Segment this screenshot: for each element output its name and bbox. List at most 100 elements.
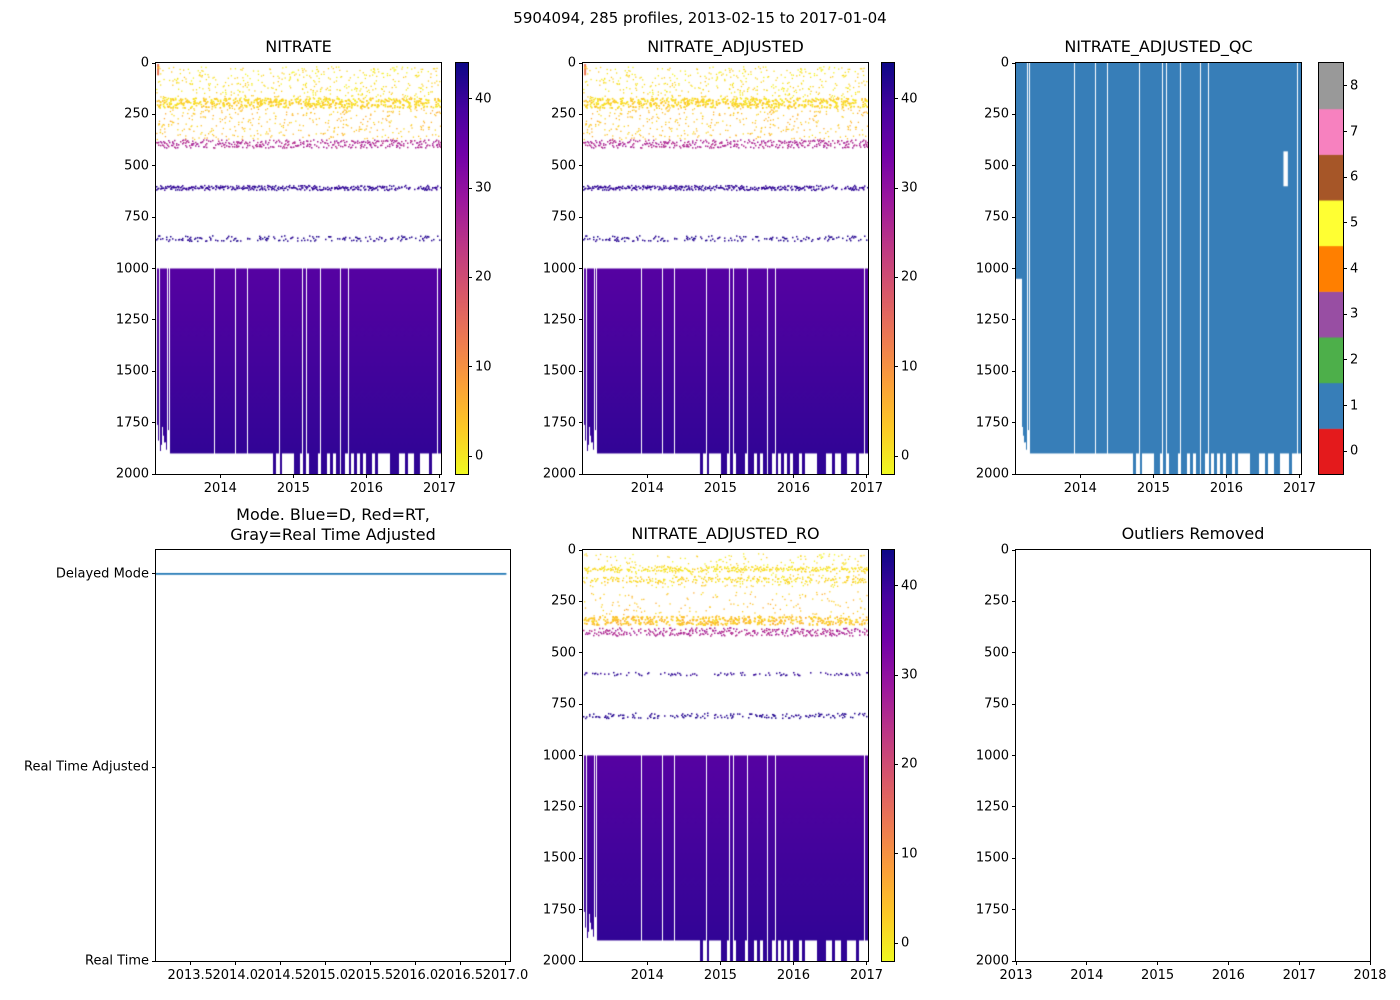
y-tick-mark: [152, 268, 156, 269]
y-tick-mark: [579, 857, 583, 859]
y-tick-mark: [579, 549, 583, 551]
y-tick-label: 750: [984, 209, 1009, 225]
x-tick-label: 2014: [203, 481, 237, 496]
x-tick-label: 2014: [1063, 481, 1097, 496]
colorbar-tick-label: 30: [901, 180, 918, 196]
x-tick-label: 2018: [1353, 968, 1387, 983]
y-tick-label: 1250: [115, 312, 149, 328]
colorbar-tick-label: 0: [1350, 443, 1359, 459]
y-category-label: Delayed Mode: [55, 566, 149, 582]
y-tick-mark: [152, 216, 156, 218]
x-tick-label: 2014: [630, 481, 664, 496]
colorbar-tick-label: 40: [475, 91, 492, 107]
y-tick-label: 250: [984, 106, 1009, 122]
y-tick-mark: [579, 473, 583, 475]
x-tick-label: 2015: [1136, 481, 1170, 496]
y-category-label: Real Time: [85, 953, 149, 969]
colorbar-tick-mark: [894, 98, 898, 100]
x-tick-label: 2017: [849, 481, 884, 496]
x-tick-mark: [324, 961, 326, 965]
colorbar-tick-mark: [894, 455, 898, 457]
colorbar-tick-label: 1: [1350, 398, 1359, 413]
x-tick-label: 2017: [1282, 481, 1317, 496]
y-tick-mark: [1012, 370, 1016, 372]
colorbar-tick-mark: [1343, 359, 1347, 361]
x-tick-mark: [234, 961, 236, 965]
colorbar-tick-mark: [468, 366, 472, 368]
y-tick-mark: [579, 319, 583, 321]
y-tick-mark: [579, 268, 583, 269]
colorbar-tick-label: 3: [1350, 306, 1359, 322]
x-tick-label: 2017.0: [482, 968, 529, 983]
mode-title-line-1: Mode. Blue=D, Red=RT,: [236, 505, 430, 524]
colorbar-tick-label: 0: [901, 448, 910, 464]
y-tick-label: 0: [567, 55, 576, 71]
y-tick-label: 750: [124, 209, 149, 225]
y-tick-label: 1500: [542, 850, 576, 866]
x-tick-mark: [1086, 961, 1088, 965]
colorbar-tick-mark: [468, 98, 472, 100]
nitrate-adjusted-ro-heatmap-canvas: [583, 550, 868, 961]
x-tick-label: 2016: [349, 481, 383, 496]
y-tick-mark: [579, 600, 583, 602]
y-tick-label: 500: [124, 158, 149, 174]
y-tick-label: 2000: [115, 466, 149, 482]
y-tick-label: 750: [551, 696, 576, 712]
y-tick-label: 1250: [542, 799, 576, 815]
x-tick-label: 2015: [1141, 968, 1175, 983]
x-tick-mark: [1152, 474, 1154, 478]
y-tick-mark: [1012, 600, 1016, 602]
y-tick-mark: [1012, 806, 1016, 808]
y-tick-label: 250: [551, 593, 576, 609]
y-tick-mark: [579, 216, 583, 218]
y-tick-label: 1750: [115, 415, 149, 431]
y-tick-label: 1750: [975, 902, 1009, 918]
y-tick-mark: [152, 573, 156, 575]
colorbar-tick-label: 40: [901, 91, 918, 107]
x-tick-mark: [719, 961, 721, 965]
x-tick-mark: [1015, 961, 1017, 965]
y-tick-mark: [579, 113, 583, 115]
y-tick-mark: [579, 422, 583, 424]
x-tick-label: 2016: [1211, 968, 1245, 983]
x-tick-mark: [365, 474, 367, 478]
y-tick-mark: [1012, 652, 1016, 654]
y-tick-mark: [579, 960, 583, 962]
colorbar-tick-mark: [894, 366, 898, 368]
x-tick-label: 2016: [776, 481, 810, 496]
x-tick-mark: [866, 961, 868, 965]
y-tick-mark: [152, 473, 156, 475]
y-tick-mark: [579, 370, 583, 372]
colorbar-tick-mark: [468, 455, 472, 457]
y-tick-mark: [1012, 473, 1016, 475]
x-tick-label: 2014.5: [257, 968, 304, 983]
y-tick-mark: [1012, 216, 1016, 218]
colorbar-tick-label: 20: [475, 269, 492, 285]
nitrate-adjusted-colorbar: 0 10 20 30 40: [881, 62, 918, 475]
y-tick-mark: [1012, 165, 1016, 167]
y-tick-label: 0: [567, 542, 576, 558]
x-tick-mark: [792, 474, 794, 478]
colorbar-tick-mark: [894, 585, 898, 587]
x-tick-label: 2015: [703, 968, 737, 983]
x-tick-mark: [219, 474, 221, 478]
x-tick-mark: [1369, 961, 1371, 965]
colorbar-tick-mark: [894, 942, 898, 944]
y-tick-mark: [579, 806, 583, 808]
x-tick-mark: [414, 961, 416, 965]
y-tick-label: 500: [984, 158, 1009, 174]
colorbar-tick-mark: [894, 276, 898, 278]
y-tick-label: 2000: [975, 466, 1009, 482]
y-tick-label: 500: [984, 645, 1009, 661]
y-tick-label: 1000: [115, 261, 149, 276]
y-tick-label: 0: [140, 55, 149, 71]
y-tick-mark: [152, 960, 156, 962]
colorbar-tick-mark: [894, 187, 898, 189]
x-tick-mark: [646, 961, 648, 965]
subplot-mode: Mode. Blue=D, Red=RT, Gray=Real Time Adj…: [24, 505, 528, 983]
y-tick-label: 1000: [542, 748, 576, 763]
x-tick-label: 2016.5: [437, 968, 484, 983]
colorbar-tick-mark: [1343, 85, 1347, 87]
x-tick-label: 2014: [630, 968, 664, 983]
subplot-nitrate: NITRATE 2014 2015 2016 2017 0 250 500 750 1000 12…: [116, 37, 456, 496]
